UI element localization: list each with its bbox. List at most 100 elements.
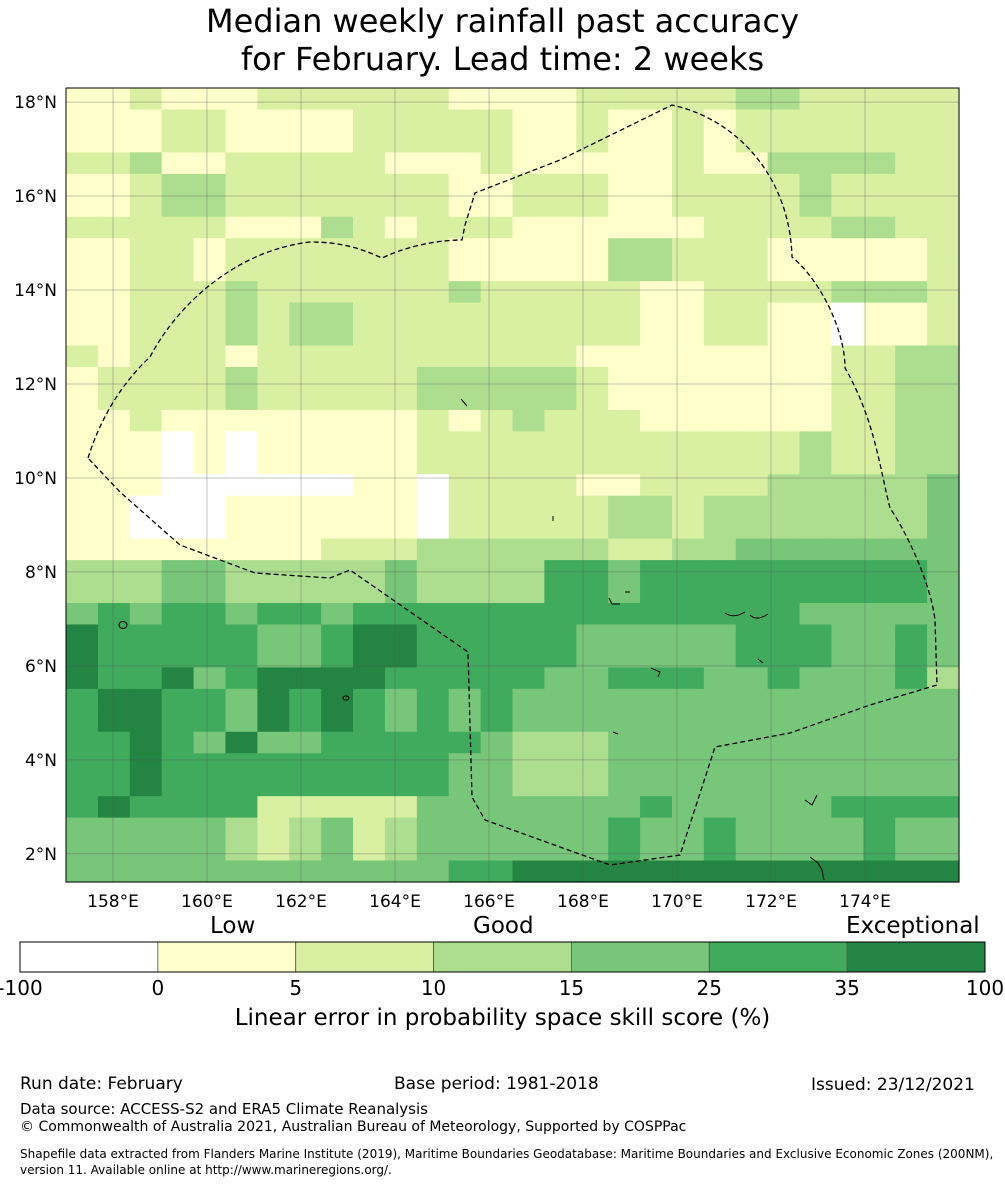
grid-cell — [608, 538, 641, 561]
grid-cell — [640, 88, 673, 111]
grid-cell — [640, 731, 673, 754]
grid-cell — [97, 688, 131, 711]
grid-cell — [703, 474, 737, 497]
grid-cell — [799, 431, 833, 454]
grid-cell — [927, 581, 960, 604]
grid-cell — [225, 109, 258, 132]
island — [460, 398, 468, 407]
grid-cell — [640, 324, 673, 347]
island — [612, 731, 619, 735]
grid-cell — [799, 839, 833, 862]
grid-cell — [66, 281, 99, 304]
grid-cell — [512, 817, 545, 840]
grid-cell — [257, 130, 290, 153]
grid-cell — [895, 216, 928, 239]
grid-cell — [66, 688, 99, 711]
grid-cell — [225, 860, 258, 883]
grid-cell — [321, 710, 354, 733]
colorbar-tick-label: 5 — [289, 976, 303, 1000]
grid-cell — [448, 667, 482, 690]
grid-cell — [799, 281, 833, 304]
grid-cell — [671, 452, 705, 475]
issued-date: Issued: 23/12/2021 — [811, 1075, 975, 1095]
grid-cell — [703, 860, 737, 883]
grid-cell — [512, 88, 545, 111]
grid-cell — [735, 474, 769, 497]
grid-cell — [193, 753, 227, 776]
grid-cell — [416, 753, 450, 776]
grid-cell — [257, 538, 290, 561]
grid-cell — [544, 195, 577, 218]
grid-cell — [640, 152, 673, 175]
grid-cell — [480, 216, 514, 239]
grid-cell — [671, 624, 705, 647]
grid-cell — [895, 710, 928, 733]
grid-cell — [671, 281, 705, 304]
grid-cell — [321, 860, 354, 883]
grid-cell — [703, 817, 737, 840]
grid-cell — [640, 774, 673, 797]
longitude-label: 172°E — [745, 892, 797, 910]
grid-cell — [129, 774, 163, 797]
grid-cell — [129, 688, 163, 711]
grid-cell — [608, 796, 641, 819]
grid-cell — [671, 474, 705, 497]
grid-cell — [608, 688, 641, 711]
grid-cell — [640, 839, 673, 862]
grid-cell — [640, 130, 673, 153]
grid-cell — [448, 152, 482, 175]
grid-cell — [767, 645, 801, 669]
grid-cell — [97, 581, 131, 604]
grid-cell — [97, 345, 131, 368]
grid-cell — [480, 753, 514, 776]
grid-cell — [97, 431, 131, 454]
grid-cell — [927, 603, 960, 626]
shapefile-credit-line-1: Shapefile data extracted from Flanders M… — [20, 1147, 994, 1161]
grid-cell — [735, 431, 769, 454]
grid-cell — [289, 281, 322, 304]
grid-cell — [353, 860, 386, 883]
grid-cell — [544, 431, 577, 454]
grid-cell — [321, 130, 354, 153]
grid-cell — [384, 774, 418, 797]
colorbar-segment — [295, 941, 434, 973]
grid-cell — [161, 667, 195, 690]
grid-cell — [416, 645, 450, 669]
grid-cell — [480, 560, 514, 583]
grid-cell — [129, 710, 163, 733]
grid-cell — [831, 796, 864, 819]
grid-cell — [767, 538, 801, 561]
grid-cell — [671, 366, 705, 390]
grid-cell — [129, 860, 163, 883]
grid-cell — [512, 152, 545, 175]
grid-cell — [544, 366, 577, 390]
grid-cell — [225, 710, 258, 733]
grid-cell — [321, 173, 354, 196]
grid-cell — [799, 796, 833, 819]
grid-cell — [448, 753, 482, 776]
grid-cell — [863, 324, 896, 347]
eez-boundary — [87, 104, 938, 866]
grid-cell — [448, 302, 482, 325]
grid-cell — [863, 710, 896, 733]
grid-cell — [161, 688, 195, 711]
grid-cell — [97, 538, 131, 561]
grid-cell — [895, 409, 928, 432]
grid-cell — [225, 173, 258, 196]
colorbar-frame — [19, 941, 986, 973]
grid-cell — [863, 152, 896, 175]
grid-cell — [416, 839, 450, 862]
longitude-label: 160°E — [181, 892, 233, 910]
grid-cell — [767, 860, 801, 883]
grid-cell — [353, 216, 386, 239]
grid-cell — [129, 88, 163, 111]
grid-cell — [831, 409, 864, 432]
grid-cell — [193, 538, 227, 561]
grid-cell — [927, 366, 960, 390]
grid-cell — [608, 753, 641, 776]
grid-cell — [289, 495, 322, 518]
grid-cell — [416, 130, 450, 153]
grid-cell — [321, 839, 354, 862]
skill-score-grid — [66, 88, 960, 883]
grid-cell — [576, 195, 609, 218]
